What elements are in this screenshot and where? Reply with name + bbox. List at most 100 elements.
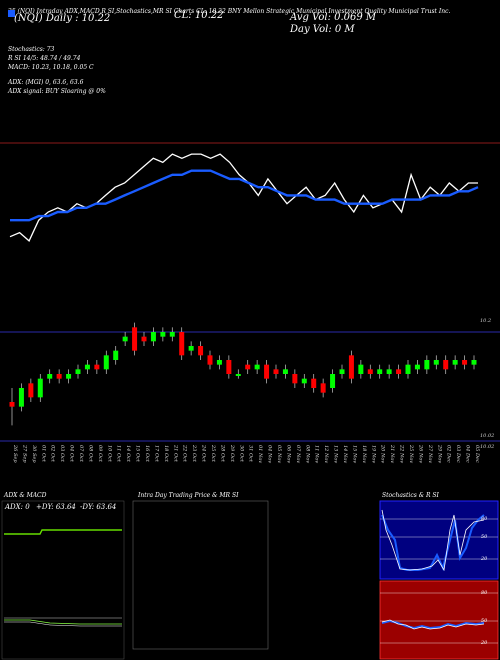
- date-tick-label: 01 Nov: [257, 445, 263, 463]
- price-label-top: 10.2: [480, 318, 492, 324]
- candle-up: [47, 374, 53, 379]
- date-tick-label: 27 Sep: [21, 444, 27, 463]
- stoch-tick-50: 50: [481, 534, 488, 540]
- candle-down: [273, 369, 279, 374]
- date-tick-label: 12 Nov: [323, 445, 329, 463]
- date-tick-label: 29 Nov: [436, 444, 442, 463]
- date-tick-label: 23 Oct: [191, 444, 197, 463]
- candle-up: [84, 364, 90, 370]
- stoch-panel-frame: [379, 500, 499, 580]
- candle-down: [9, 402, 15, 407]
- candle-up: [424, 360, 430, 370]
- date-tick-label: 25 Nov: [408, 444, 414, 463]
- stoch-d-line: [381, 509, 485, 572]
- date-tick-label: 05 Dec: [474, 445, 480, 463]
- adx-panel-title: ADX & MACD: [4, 492, 47, 499]
- date-tick-label: 16 Oct: [144, 445, 150, 463]
- adx-panel-frame: [1, 500, 125, 660]
- price-line: [9, 153, 478, 242]
- rsi-tick-20: 20: [481, 640, 488, 646]
- date-tick-label: 18 Oct: [163, 445, 169, 463]
- indicator-stochastics: Stochastics: 73: [8, 46, 55, 53]
- candle-down: [141, 336, 147, 342]
- date-tick-label: 22 Oct: [182, 444, 188, 463]
- date-tick-label: 04 Dec: [465, 445, 471, 463]
- rsi-signal-line: [381, 619, 485, 630]
- date-tick-label: 14 Nov: [342, 445, 348, 463]
- candle-up: [254, 364, 260, 370]
- candle-up: [113, 350, 119, 360]
- date-tick-label: 13 Nov: [333, 445, 339, 463]
- date-tick-label: 07 Nov: [295, 445, 301, 463]
- candle-down: [443, 360, 449, 370]
- date-tick-label: 04 Nov: [267, 445, 273, 463]
- candle-down: [198, 346, 204, 356]
- date-tick-label: 25 Oct: [210, 444, 216, 463]
- date-tick-label: 09 Oct: [97, 445, 103, 463]
- date-tick-label: 03 Oct: [59, 445, 65, 463]
- candle-up: [37, 378, 43, 398]
- price-label-mid: 10.02: [480, 433, 495, 439]
- date-tick-label: 08 Oct: [87, 445, 93, 463]
- candle-down: [320, 383, 326, 393]
- candle-up: [301, 378, 307, 384]
- candle-down: [311, 378, 317, 388]
- macd-line: [4, 619, 122, 625]
- date-tick-label: 01 Oct: [40, 445, 46, 463]
- candle-up: [103, 355, 109, 370]
- date-tick-label: 07 Oct: [78, 445, 84, 463]
- date-tick-label: 08 Nov: [304, 445, 310, 463]
- candle-down: [245, 364, 251, 370]
- date-tick-label: 26 Nov: [417, 444, 423, 463]
- candle-up: [150, 332, 156, 342]
- candle-down: [56, 374, 62, 379]
- rsi-tick-50: 50: [481, 618, 488, 624]
- candle-down: [28, 383, 34, 398]
- indicator-adx: ADX: (MGI) 0, 63.6, 63.6: [8, 79, 84, 86]
- candle-up: [188, 346, 194, 351]
- stoch-tick-20: 20: [481, 556, 488, 562]
- minus-dy-label: -DY: 63.64: [80, 503, 117, 511]
- candle-up: [358, 364, 364, 374]
- candle-down: [367, 369, 373, 374]
- date-tick-label: 24 Oct: [201, 444, 207, 463]
- candle-down: [292, 374, 298, 384]
- candle-up: [235, 374, 241, 376]
- date-tick-label: 06 Nov: [285, 445, 291, 463]
- intraday-panel-title: Intra Day Trading Price & MR SI: [138, 492, 239, 499]
- date-tick-label: 11 Oct: [116, 445, 122, 463]
- candle-down: [132, 327, 138, 351]
- candle-up: [386, 369, 392, 374]
- date-tick-label: 14 Oct: [125, 445, 131, 463]
- date-tick-label: 15 Nov: [351, 445, 357, 463]
- date-tick-label: 21 Oct: [172, 444, 178, 463]
- candle-up: [339, 369, 345, 374]
- candle-down: [226, 360, 232, 374]
- indicator-adx-signal: ADX signal: BUY Sloaring @ 0%: [8, 88, 106, 95]
- candle-up: [122, 336, 128, 342]
- date-tick-label: 29 Oct: [229, 444, 235, 463]
- date-tick-label: 10 Oct: [106, 445, 112, 463]
- candle-down: [396, 369, 402, 374]
- adx-label: ADX: 0: [5, 503, 30, 511]
- candle-up: [433, 360, 439, 365]
- date-tick-label: 18 Nov: [361, 445, 367, 463]
- candle-up: [330, 374, 336, 388]
- candle-down: [348, 355, 354, 379]
- date-tick-label: 27 Nov: [427, 444, 433, 463]
- date-tick-label: 26 Sep: [12, 444, 18, 463]
- macd-signal-line: [4, 621, 122, 627]
- rsi-tick-80: 80: [481, 590, 488, 596]
- candle-up: [160, 332, 166, 337]
- date-tick-label: 21 Nov: [389, 444, 395, 463]
- date-tick-label: 05 Nov: [276, 445, 282, 463]
- indicator-macd: MACD: 10.23, 10.18, 0.05 C: [8, 64, 94, 71]
- stoch-panel-title: Stochastics & R SI: [382, 492, 439, 499]
- candle-up: [18, 388, 24, 407]
- candle-down: [264, 364, 270, 379]
- date-tick-label: 04 Oct: [69, 445, 75, 463]
- moving-average-line: [10, 169, 479, 222]
- date-tick-label: 28 Oct: [219, 444, 225, 463]
- candle-down: [462, 360, 468, 365]
- header-line-1: 25 (NQI) Intraday ADX,MACD,R SI,Stochast…: [8, 8, 451, 15]
